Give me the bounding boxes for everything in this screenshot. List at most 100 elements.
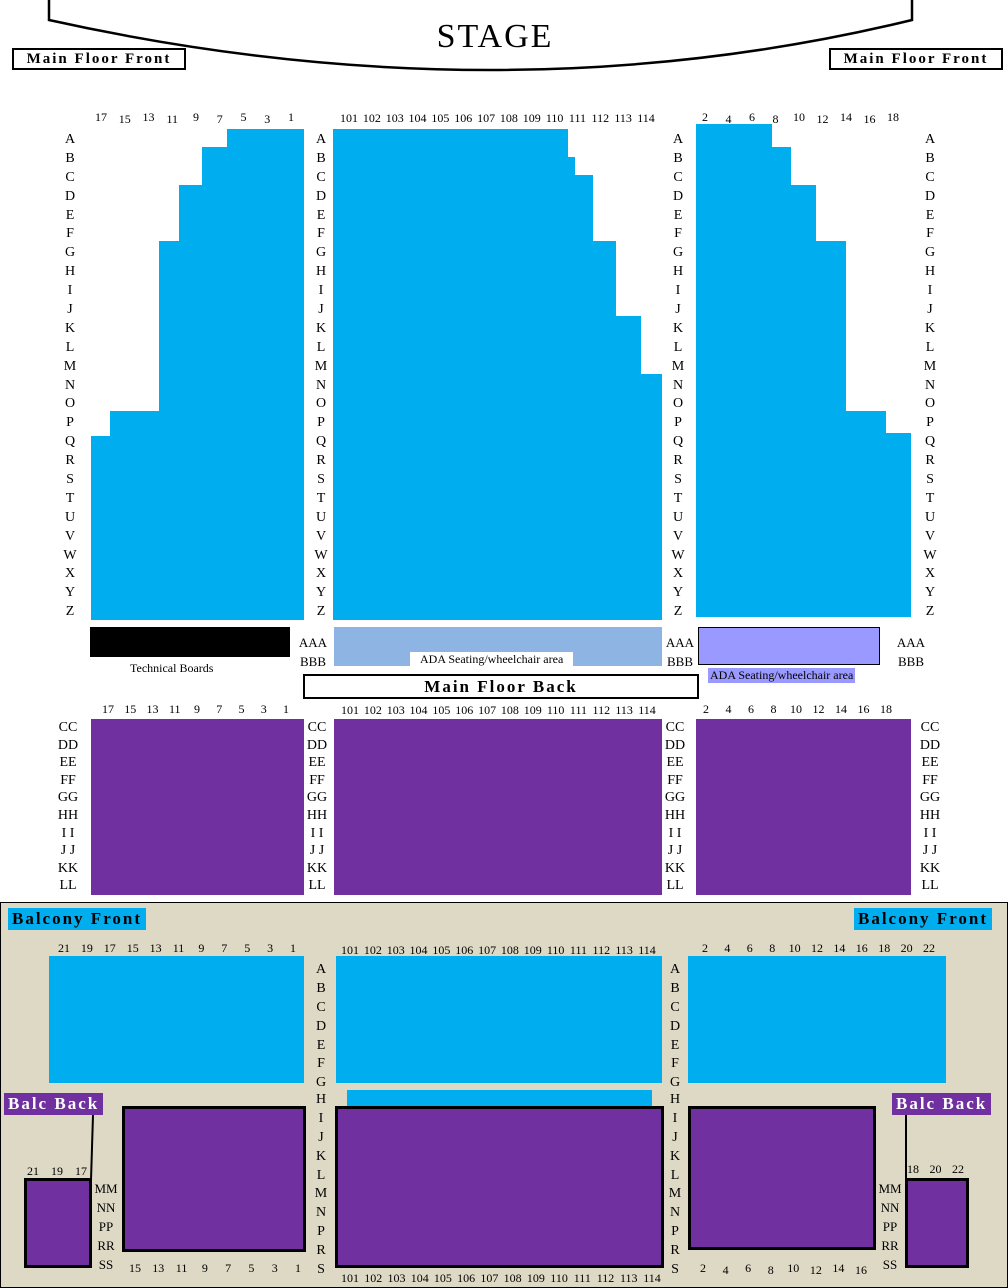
balcony-front-center-section [336,956,662,1083]
row-label: I [672,1110,678,1126]
row-label: S [66,472,74,488]
row-label: B [316,980,326,996]
row-label: DD [919,737,941,753]
row-label: O [64,396,76,412]
balc-back-label-left: Balc Back [4,1093,104,1115]
seat-number: 109 [526,1271,545,1285]
seat-number: 112 [591,111,610,125]
row-label: G [315,1075,327,1091]
seat-number: 19 [51,1164,63,1178]
row-label: A [924,132,936,147]
row-label: X [315,566,327,582]
balcony-front-label-right: Balcony Front [854,908,993,930]
row-label: D [672,188,684,204]
row-label: FF [309,772,325,788]
seat-number: 2 [700,1261,706,1275]
balc-back-label-right: Balc Back [892,1093,992,1115]
row-label: I [927,283,933,299]
row-label: C [925,169,935,185]
row-label: P [926,415,934,431]
row-label: FF [60,772,76,788]
seat-number: 103 [386,703,405,717]
seat-number: 7 [225,1261,232,1275]
seat-number: 3 [267,941,274,955]
row-label: K [315,1148,327,1164]
seat-number: 105 [432,703,451,717]
seat-number: 113 [614,111,632,125]
row-label: W [63,547,77,563]
row-label: P [317,1224,325,1240]
row-label: T [925,490,935,506]
row-label: U [924,509,936,525]
seat-number: 21 [58,941,70,955]
row-label: Y [315,585,327,601]
main-front-left-section [91,129,304,620]
row-label: R [316,453,326,469]
seat-number: 1 [283,702,289,716]
seat-number: 103 [385,111,404,125]
seat-number: 110 [545,111,564,125]
main-floor-back-label: Main Floor Back [303,674,699,699]
seat-number: 14 [833,941,846,955]
seat-number: 9 [201,1261,208,1275]
seat-number: 110 [550,1271,568,1285]
seat-number: 105 [432,943,451,957]
row-label: Y [924,585,936,601]
row-label: Z [65,604,75,620]
row-label: C [673,169,683,185]
seat-number: 110 [546,943,565,957]
balcony-back-side-row-labels-2: MM NN PP RR SS [876,1180,904,1274]
row-label: MM [94,1181,118,1196]
seat-number: 114 [643,1271,661,1285]
row-label: HH [57,807,79,823]
row-label: NN [96,1199,116,1215]
stage-outline [47,0,914,72]
row-label: J [67,302,73,318]
row-label: EE [308,755,326,771]
seat-number: 102 [364,1271,383,1285]
seat-number: 13 [146,702,159,716]
seat-number: 13 [142,110,155,124]
seat-number: 103 [387,1271,406,1285]
ada-center-label: ADA Seating/wheelchair area [410,652,574,667]
row-label: R [673,453,683,469]
row-label: D [64,188,76,204]
row-label: A [315,132,327,147]
row-label: E [925,207,935,223]
row-label: L [65,339,75,355]
seat-number: 114 [638,943,656,957]
row-label: E [673,207,683,223]
seat-number: 13 [152,1261,165,1275]
row-label: C [65,169,75,185]
balc-back-center-section [335,1106,664,1268]
seat-number: 17 [103,941,116,955]
row-label: FF [922,772,938,788]
row-label: H [315,1092,327,1107]
main-back-row-labels-1: CC DD EE FF GG HH I I J J KK LL [55,719,81,895]
seat-number: 9 [198,941,205,955]
row-label: J J [309,843,325,859]
seat-number: 101 [341,943,359,957]
row-label: CC [920,720,940,735]
seat-number: 101 [340,111,358,125]
row-label: A [669,962,681,977]
seat-number: 15 [129,1261,141,1275]
row-label: I I [923,825,937,841]
seat-number: 4 [725,702,732,716]
row-label: X [672,566,684,582]
seat-number: 18 [880,702,892,716]
seat-number: 111 [573,1271,591,1285]
row-label: B [65,150,75,166]
balcony-front-left-section [49,956,304,1083]
balc-back-right-section [688,1106,876,1250]
seat-number: 4 [725,112,732,126]
row-label: GG [664,790,686,806]
seat-number: 21 [27,1164,39,1178]
main-front-seating-blocks [91,124,911,620]
row-label: U [315,509,327,525]
seat-number: 1 [290,941,296,955]
seat-number: 9 [194,702,200,716]
row-label: B [673,150,683,166]
row-label: AAA [896,635,926,650]
